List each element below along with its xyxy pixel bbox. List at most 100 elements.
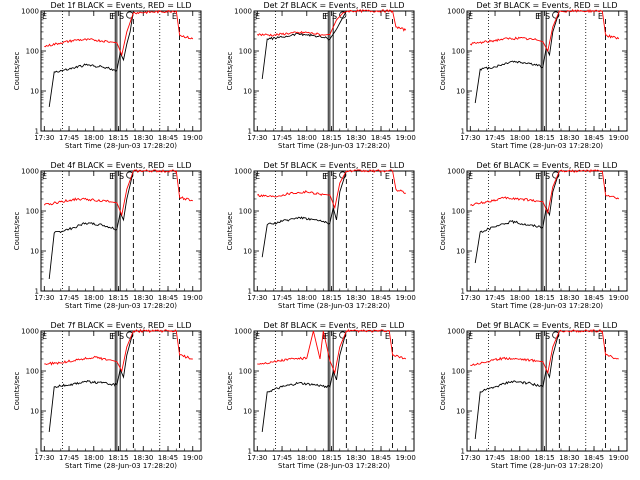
- event-marker-label: E: [322, 12, 327, 21]
- x-tick-label: 18:45: [158, 454, 178, 462]
- event-marker-label: F: [111, 332, 116, 341]
- detector-panel: Det 8f BLACK = Events, RED = LLD 1 10 100 10…: [226, 321, 416, 470]
- lld-rate-line: [43, 169, 193, 217]
- detector-panel: Det 5f BLACK = Events, RED = LLD 1 10 100 10…: [226, 161, 416, 310]
- event-marker-label: E: [172, 12, 177, 21]
- event-marker-label: S: [332, 332, 337, 341]
- lld-rate-line: [44, 328, 193, 373]
- event-rate-line: [261, 330, 347, 432]
- x-tick-label: 19:00: [609, 294, 629, 302]
- event-marker-label: E: [255, 172, 260, 181]
- event-rate-line: [474, 330, 560, 440]
- x-tick-label: 17:45: [485, 454, 505, 462]
- x-tick-label: 18:45: [584, 134, 604, 142]
- lld-rate-line: [44, 9, 194, 57]
- event-marker-label: S: [545, 12, 550, 21]
- lld-rate-line: [469, 8, 620, 53]
- x-tick-label: 17:45: [272, 454, 292, 462]
- x-tick-label: 17:45: [59, 294, 79, 302]
- x-tick-label: 18:45: [158, 134, 178, 142]
- x-tick-label: 18:00: [297, 454, 317, 462]
- x-tick-label: 18:15: [321, 294, 341, 302]
- y-tick-label: 1000: [447, 328, 465, 336]
- event-marker-label: E: [255, 12, 260, 21]
- x-tick-label: 17:30: [34, 454, 54, 462]
- y-tick-label: 1: [461, 448, 465, 456]
- x-tick-label: 17:45: [485, 294, 505, 302]
- x-tick-label: 17:30: [247, 134, 267, 142]
- event-marker-label: S: [119, 12, 124, 21]
- event-marker-label: E: [535, 172, 540, 181]
- lld-rate-line: [257, 169, 406, 210]
- event-rate-line: [48, 330, 134, 432]
- detector-panel: Det 4f BLACK = Events, RED = LLD 1 10 100 10…: [13, 161, 203, 310]
- event-marker-label: E: [535, 12, 540, 21]
- x-tick-label: 18:00: [510, 454, 530, 462]
- x-tick-label: 18:45: [158, 294, 178, 302]
- y-tick-label: 1000: [447, 168, 465, 176]
- detector-panel: Det 6f BLACK = Events, RED = LLD 1 10 100 10…: [439, 161, 629, 310]
- x-tick-label: 19:00: [609, 134, 629, 142]
- y-tick-label: 100: [452, 48, 465, 56]
- event-marker-label: F: [537, 332, 542, 341]
- event-marker-label: E: [109, 332, 114, 341]
- x-tick-label: 18:15: [108, 134, 128, 142]
- y-axis-label: Counts/sec: [226, 372, 234, 411]
- event-marker-label: E: [109, 12, 114, 21]
- y-tick-label: 1000: [21, 8, 39, 16]
- x-tick-label: 18:30: [133, 454, 153, 462]
- x-tick-label: 18:00: [510, 294, 530, 302]
- event-rate-line: [474, 170, 560, 264]
- x-tick-label: 17:30: [460, 294, 480, 302]
- y-tick-label: 100: [26, 368, 39, 376]
- x-tick-label: 19:00: [396, 294, 416, 302]
- y-tick-label: 10: [30, 248, 39, 256]
- event-marker-label: E: [598, 332, 603, 341]
- event-marker-label: S: [545, 332, 550, 341]
- panel-title: Det 4f BLACK = Events, RED = LLD: [50, 161, 191, 170]
- event-marker-label: E: [468, 12, 473, 21]
- event-marker-label: E: [172, 332, 177, 341]
- x-axis-label: Start Time (28-Jun-03 17:28:20): [491, 462, 603, 470]
- event-rate-line: [48, 170, 134, 280]
- lld-rate-line: [470, 329, 619, 375]
- x-tick-label: 18:00: [84, 134, 104, 142]
- y-tick-label: 10: [30, 408, 39, 416]
- event-marker-label: E: [468, 332, 473, 341]
- y-tick-label: 100: [26, 208, 39, 216]
- y-tick-label: 1: [35, 448, 39, 456]
- x-tick-label: 18:45: [584, 294, 604, 302]
- plot-frame: [40, 10, 202, 132]
- event-rate-line: [474, 10, 560, 104]
- x-tick-label: 19:00: [396, 134, 416, 142]
- x-tick-label: 18:15: [321, 134, 341, 142]
- panel-title: Det 6f BLACK = Events, RED = LLD: [476, 161, 617, 170]
- x-axis-label: Start Time (28-Jun-03 17:28:20): [65, 462, 177, 470]
- panel-title: Det 2f BLACK = Events, RED = LLD: [263, 1, 404, 10]
- x-tick-label: 19:00: [609, 454, 629, 462]
- lld-rate-line: [257, 9, 407, 37]
- x-tick-label: 18:15: [534, 454, 554, 462]
- event-marker-label: E: [385, 172, 390, 181]
- x-tick-label: 18:15: [108, 454, 128, 462]
- x-tick-label: 17:30: [460, 134, 480, 142]
- event-rate-line: [261, 170, 347, 258]
- x-axis-label: Start Time (28-Jun-03 17:28:20): [491, 302, 603, 310]
- x-tick-label: 18:15: [534, 134, 554, 142]
- event-marker-label: E: [109, 172, 114, 181]
- x-tick-label: 18:15: [321, 454, 341, 462]
- event-marker-label: S: [332, 172, 337, 181]
- x-tick-label: 17:30: [247, 294, 267, 302]
- y-axis-label: Counts/sec: [439, 52, 447, 91]
- x-tick-label: 18:30: [346, 134, 366, 142]
- x-tick-label: 19:00: [396, 454, 416, 462]
- x-tick-label: 18:45: [584, 454, 604, 462]
- panel-title: Det 5f BLACK = Events, RED = LLD: [263, 161, 404, 170]
- x-tick-label: 18:00: [297, 134, 317, 142]
- plot-frame: [253, 10, 415, 132]
- saa-circle-marker: [126, 331, 134, 339]
- x-axis-label: Start Time (28-Jun-03 17:28:20): [65, 302, 177, 310]
- x-tick-label: 17:30: [460, 454, 480, 462]
- y-axis-label: Counts/sec: [226, 212, 234, 251]
